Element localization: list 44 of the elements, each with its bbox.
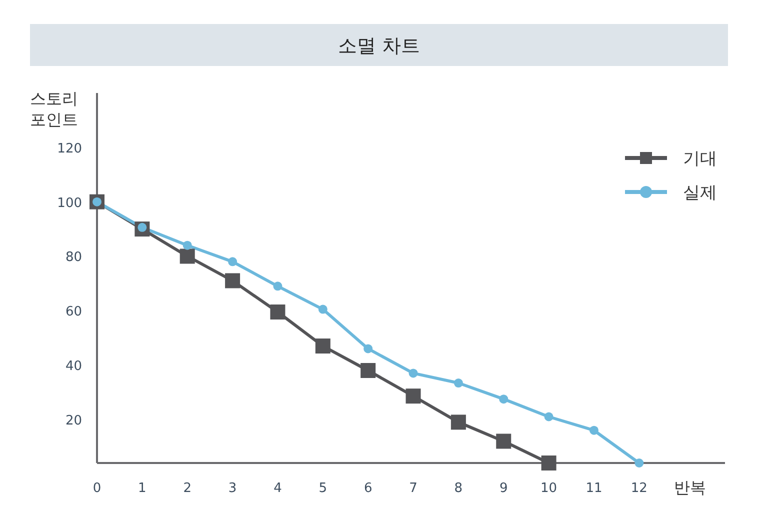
x-tick-label: 7 — [409, 481, 418, 496]
point — [273, 282, 282, 291]
point — [180, 248, 195, 264]
point — [541, 456, 556, 470]
x-tick-label: 9 — [499, 481, 508, 496]
x-axis-title: 반복 — [674, 478, 706, 497]
x-tick-label: 10 — [540, 481, 558, 496]
point — [454, 378, 463, 388]
x-tick-label: 0 — [92, 481, 102, 496]
x-tick-label: 8 — [454, 481, 463, 496]
point — [360, 363, 376, 378]
y-tick-label: 100 — [57, 196, 82, 211]
point — [544, 412, 554, 422]
x-tick-label: 2 — [183, 481, 192, 496]
x-tick-label: 3 — [228, 481, 237, 496]
point — [450, 414, 466, 430]
x-tick-label: 11 — [586, 481, 602, 496]
y-tick-label: 60 — [65, 304, 82, 320]
point — [182, 240, 192, 250]
point — [589, 426, 598, 435]
point — [634, 458, 644, 468]
point — [364, 344, 373, 354]
point — [496, 434, 512, 449]
x-tick-label: 12 — [630, 481, 648, 496]
y-tick-label: 20 — [65, 413, 82, 428]
chart-title: 소멸 차트 — [338, 35, 420, 57]
legend-label: 기대 — [683, 149, 717, 169]
x-tick-label: 1 — [138, 481, 146, 496]
point — [499, 394, 508, 404]
y-axis-title: 스토리 포인트 — [30, 89, 78, 129]
point — [406, 388, 421, 404]
y-tick-label: 120 — [57, 141, 82, 156]
point — [315, 338, 330, 354]
point — [228, 257, 238, 266]
x-tick-label: 4 — [274, 481, 282, 496]
x-tick-label: 6 — [364, 481, 372, 496]
point — [318, 304, 328, 314]
y-tick-label: 40 — [65, 359, 82, 374]
point — [225, 273, 240, 288]
legend-label: 실제 — [683, 183, 717, 203]
point — [270, 304, 286, 320]
y-tick-label: 80 — [65, 250, 82, 266]
x-tick-label: 5 — [318, 481, 328, 496]
point — [408, 368, 418, 378]
